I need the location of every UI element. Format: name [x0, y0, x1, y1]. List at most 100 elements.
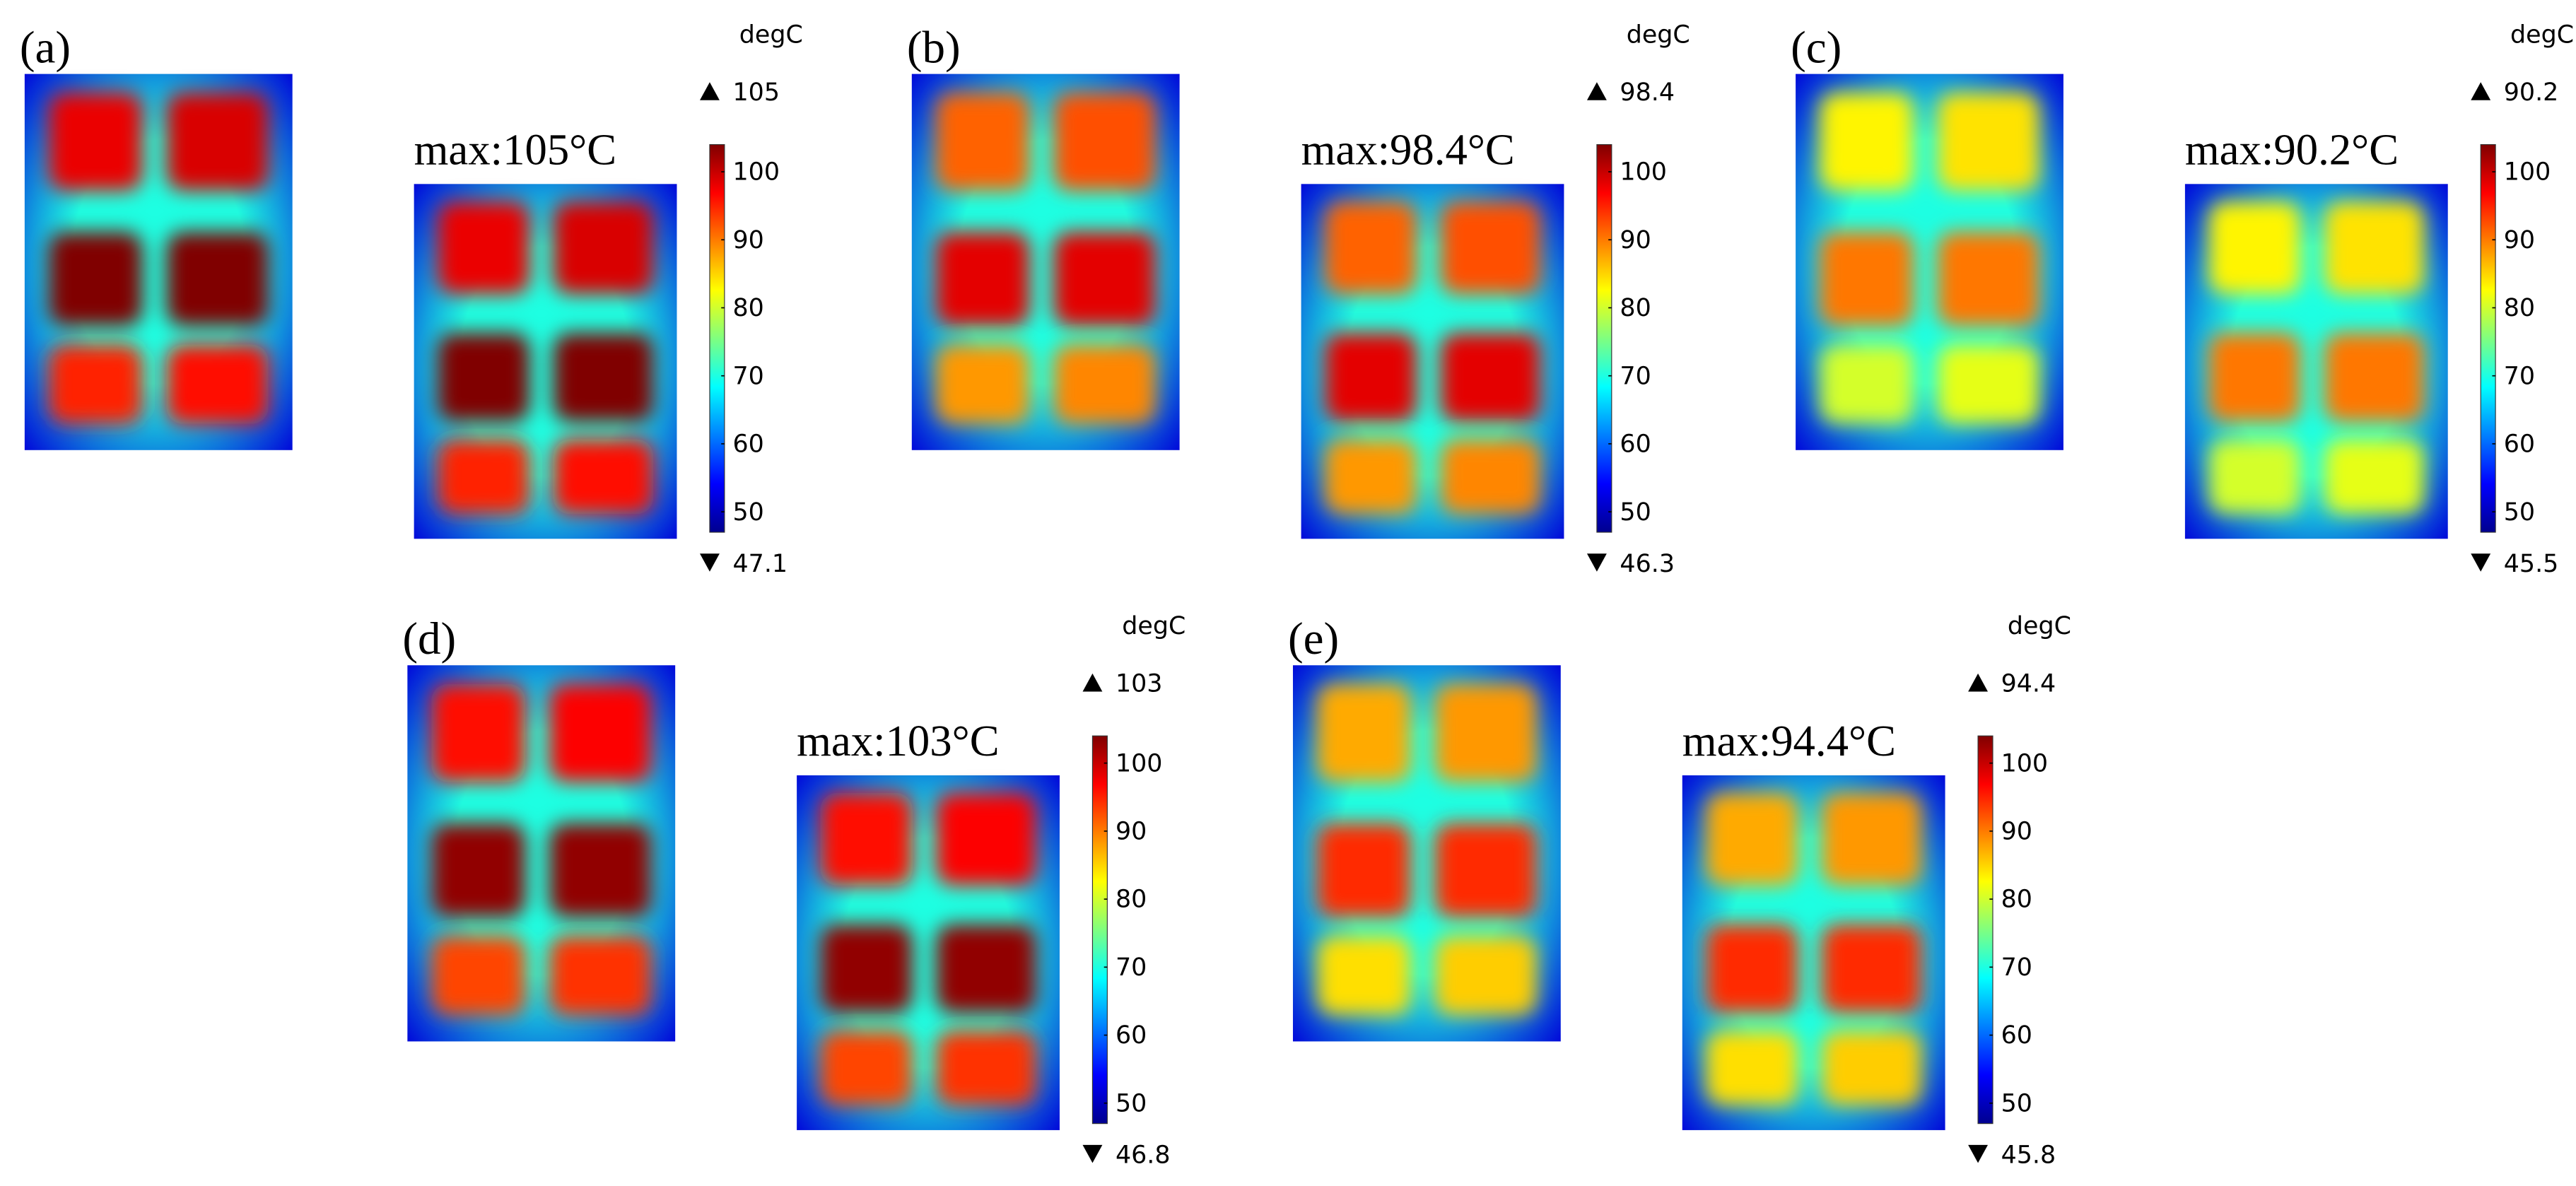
max-value: 98.4	[1620, 78, 1675, 107]
heat-cell	[1706, 1031, 1798, 1105]
min-triangle	[1586, 553, 1607, 572]
colorbar-tick-label: 100	[1116, 749, 1163, 777]
colorbar-tick-label: 70	[1620, 362, 1651, 390]
heat-cells	[431, 683, 652, 1016]
heat-cells	[1325, 201, 1540, 515]
colorbar-tick-label: 50	[1116, 1089, 1147, 1117]
heat-cell	[2208, 439, 2301, 515]
heat-cell	[553, 439, 654, 515]
max-value: 94.4	[2001, 669, 2056, 698]
heat-cell	[549, 683, 652, 782]
heat-cell	[935, 232, 1030, 327]
min-triangle	[700, 553, 720, 572]
heat-cell	[820, 924, 913, 1014]
max-label: max:94.4°C	[1682, 716, 1896, 765]
heat-cells	[2208, 201, 2425, 515]
heat-cell	[935, 344, 1030, 424]
min-value: 45.8	[2001, 1141, 2056, 1169]
heat-cell	[431, 683, 526, 782]
heat-cell	[1434, 823, 1537, 917]
heat-cell	[1706, 793, 1798, 886]
max-triangle	[1968, 673, 1989, 692]
max-value: 105	[732, 78, 780, 107]
heat-cell	[1325, 333, 1417, 422]
colorbar-tick-label: 100	[732, 158, 780, 187]
colorbar-tick-label: 60	[1620, 430, 1651, 459]
heat-cell	[1937, 93, 2039, 191]
min-value: 46.8	[1116, 1141, 1171, 1169]
min-triangle	[1968, 1144, 1989, 1163]
colorbar	[709, 143, 725, 533]
panel-label: (e)	[1288, 613, 1339, 664]
heat-cell	[48, 232, 143, 327]
max-value: 90.2	[2504, 78, 2559, 107]
heat-cell	[2324, 439, 2425, 515]
heat-cell	[820, 1031, 913, 1105]
min-triangle	[2471, 553, 2491, 572]
heat-cells	[438, 201, 654, 515]
colorbar-tick-label: 100	[1620, 158, 1667, 187]
panel-label: (d)	[402, 613, 456, 664]
min-value: 45.5	[2504, 550, 2559, 578]
max-triangle	[2471, 82, 2491, 100]
heat-cell	[438, 201, 530, 294]
panel: (b) max:98.4°C degC 98.4 46.3 50 60 70 80 90 100	[907, 20, 1690, 577]
colorbar-tick-label: 70	[2504, 362, 2535, 390]
heat-cells	[820, 793, 1036, 1105]
colorbar-tick-label: 70	[2001, 953, 2032, 982]
heat-cell	[2324, 333, 2425, 422]
heat-cell	[553, 333, 654, 422]
colorbar-tick-label: 50	[732, 498, 763, 527]
heat-cells	[1706, 793, 1922, 1105]
heat-cell	[1937, 344, 2039, 424]
colorbar	[1977, 735, 1994, 1125]
colorbar-tick-label: 50	[2001, 1089, 2032, 1117]
heat-cell	[2324, 201, 2425, 294]
min-value: 47.1	[732, 550, 788, 578]
heat-cell	[1821, 1031, 1922, 1105]
heat-cell	[438, 333, 530, 422]
panel: (a) max:105°C degC 105 47.1 50 60 70 80 90 100	[20, 20, 803, 577]
heat-cell	[48, 93, 143, 191]
colorbar-tick-label: 60	[2504, 430, 2535, 459]
heat-cell	[935, 93, 1030, 191]
colorbar-tick-label: 60	[732, 430, 763, 459]
heat-cell	[166, 93, 269, 191]
panel-label: (b)	[907, 22, 961, 73]
panel: (d) max:103°C degC 103 46.8 50 60 70 80 90 100	[402, 612, 1185, 1169]
panel-label: (c)	[1791, 22, 1842, 73]
heat-cell	[48, 344, 143, 424]
heat-cell	[936, 793, 1036, 886]
heat-cells	[1317, 683, 1537, 1016]
heat-cell	[549, 936, 652, 1016]
heat-cells	[935, 93, 1156, 424]
max-triangle	[1586, 82, 1607, 100]
colorbar-tick-label: 100	[2504, 158, 2551, 187]
colorbar-tick-label: 70	[732, 362, 763, 390]
heat-cells	[48, 93, 269, 424]
heat-cell	[431, 936, 526, 1016]
heat-cell	[166, 344, 269, 424]
heat-cell	[1937, 232, 2039, 327]
panel: (c) max:90.2°C degC 90.2 45.5 50 60 70 80 90 100	[1791, 20, 2574, 577]
heat-cell	[820, 793, 913, 886]
colorbar	[1091, 735, 1108, 1125]
colorbar-tick-label: 60	[2001, 1021, 2032, 1050]
max-label: max:90.2°C	[2185, 124, 2399, 174]
colorbar	[2480, 143, 2496, 533]
colorbar-tick-label: 90	[2504, 226, 2535, 254]
max-label: max:103°C	[797, 716, 999, 765]
heat-cell	[1821, 793, 1922, 886]
colorbar	[1596, 143, 1612, 533]
unit-label: degC	[1627, 20, 1690, 49]
unit-label: degC	[1122, 612, 1185, 640]
heat-cell	[1053, 344, 1156, 424]
colorbar-tick-label: 90	[1116, 818, 1147, 846]
colorbar-tick-label: 80	[1116, 886, 1147, 914]
colorbar-tick-label: 100	[2001, 749, 2049, 777]
colorbar-tick-label: 90	[1620, 226, 1651, 254]
max-label: max:105°C	[414, 124, 616, 174]
colorbar-tick-label: 60	[1116, 1021, 1147, 1050]
